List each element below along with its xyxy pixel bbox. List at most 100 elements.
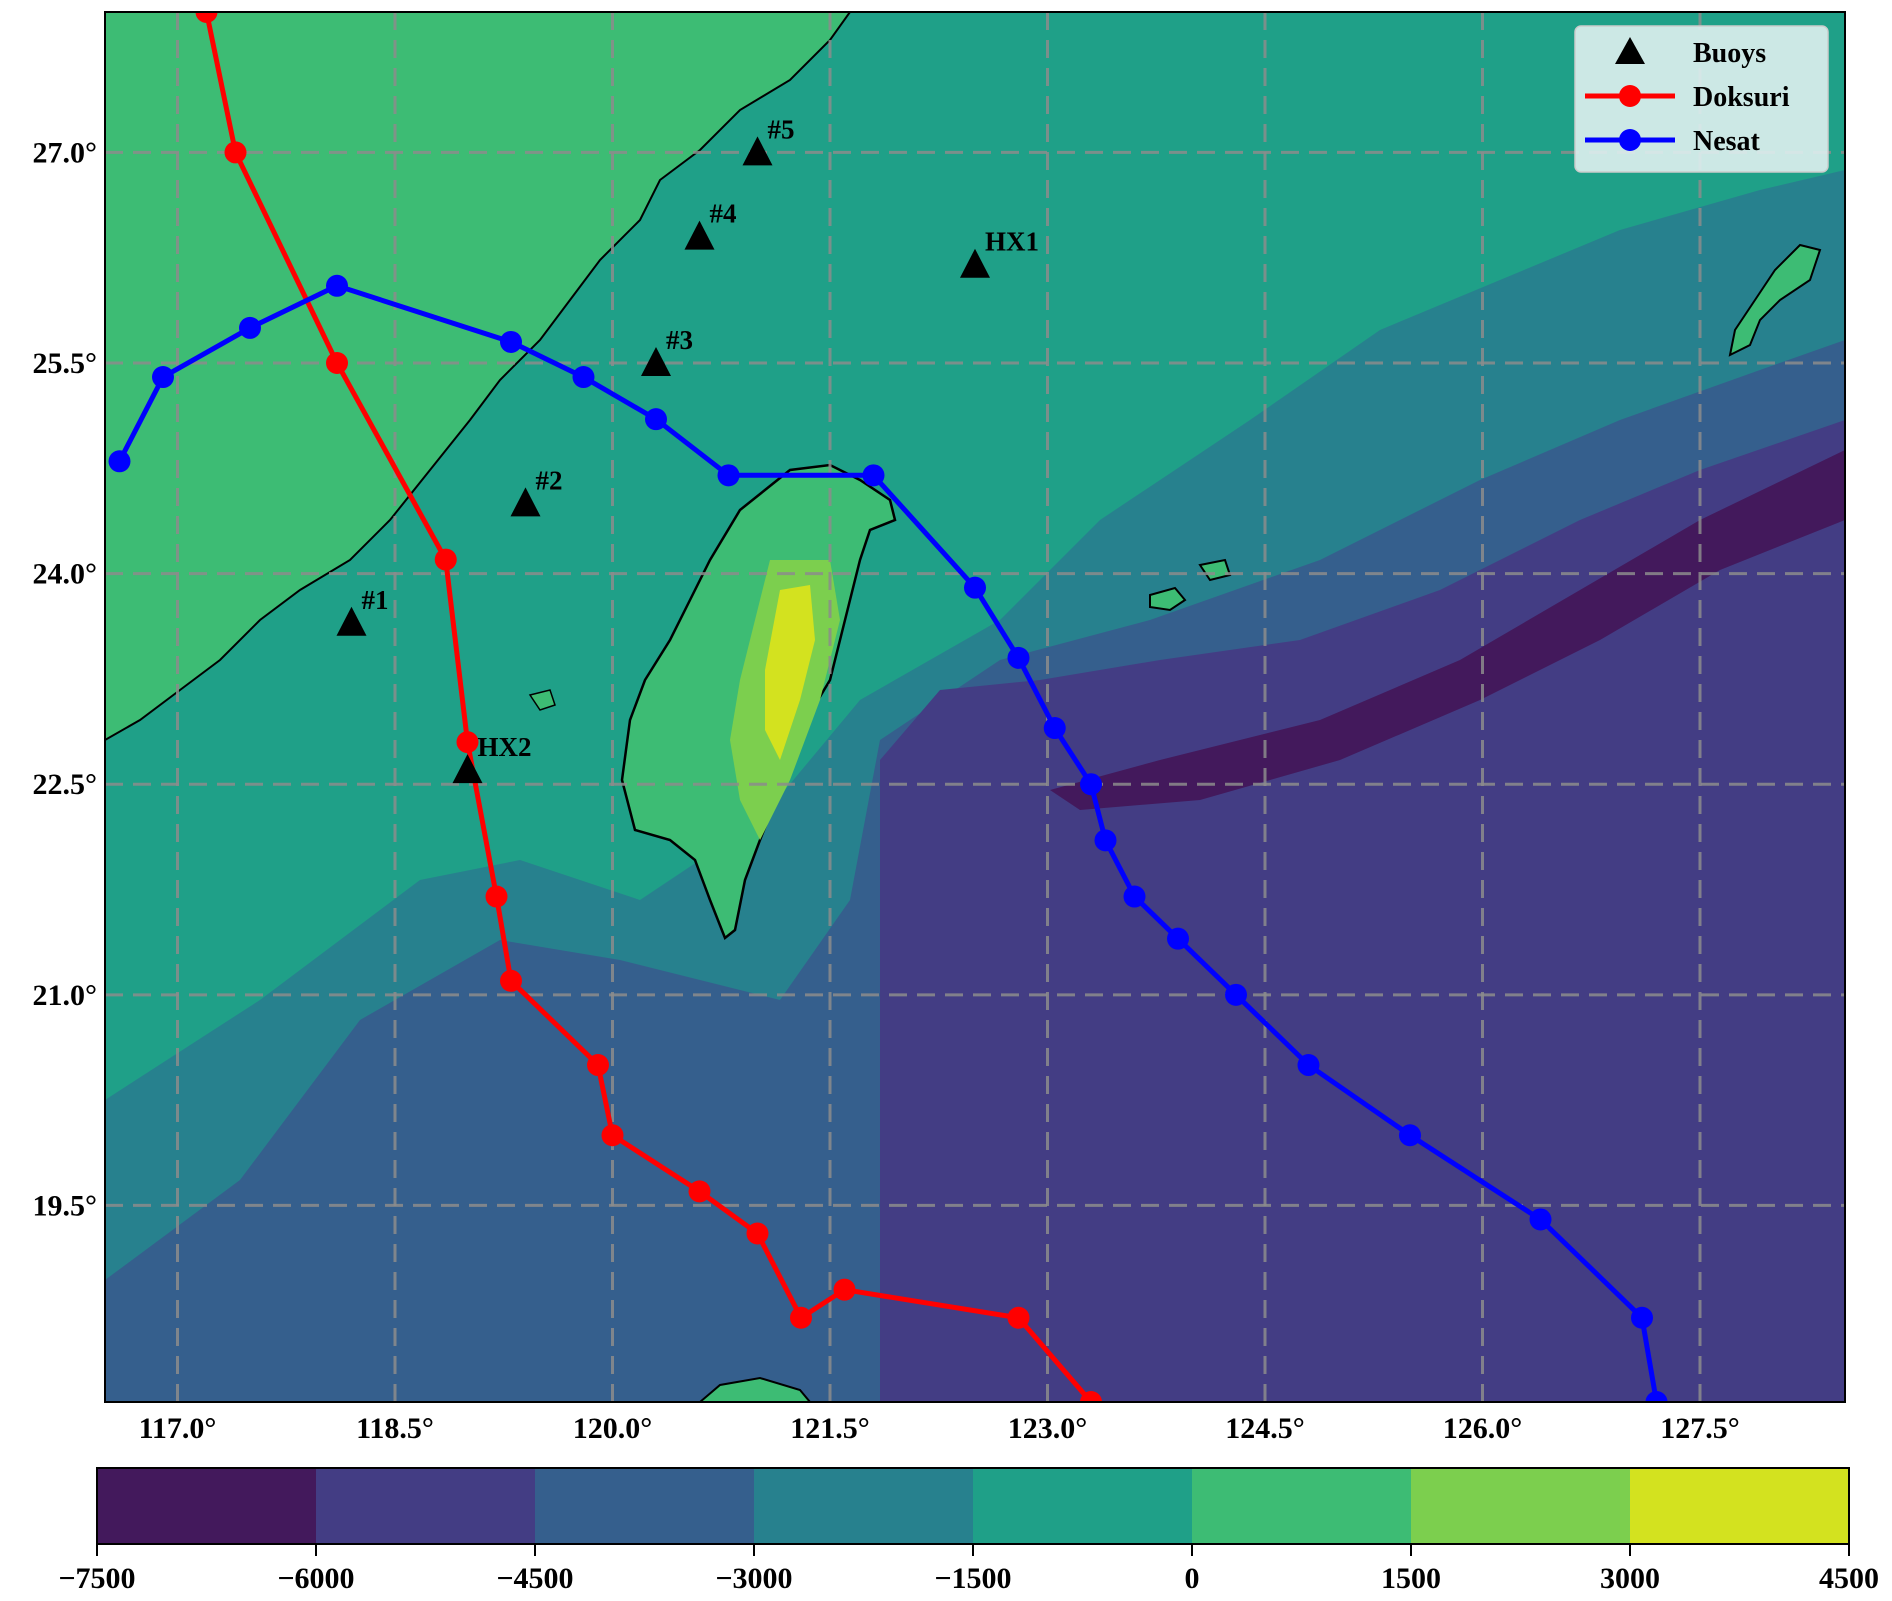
colorbar-tick-label: −7500	[58, 1562, 135, 1595]
lon-tick-label: 123.0°	[1008, 1412, 1088, 1445]
legend-label: Nesat	[1693, 126, 1761, 157]
colorbar-tick-label: 0	[1185, 1562, 1200, 1595]
buoy-marker	[336, 606, 367, 636]
track-point-doksuri	[746, 1222, 769, 1245]
legend: Buoys Doksuri Nesat	[1574, 25, 1829, 173]
colorbar: −7500 −6000 −4500 −3000 −1500 0 1500 3000 4500	[58, 1467, 1879, 1595]
axis-ticks: 117.0° 118.5° 120.0° 121.5° 123.0° 124.5° 126.…	[33, 136, 1740, 1445]
colorbar-cell	[754, 1468, 974, 1544]
penghu-islands	[528, 689, 556, 711]
legend-label: Doksuri	[1693, 82, 1790, 113]
legend-doksuri-marker	[1619, 85, 1641, 107]
track-point-nesat	[500, 330, 522, 353]
track-point-nesat	[1080, 773, 1102, 796]
buoy-marker	[684, 220, 715, 250]
track-point-nesat	[108, 450, 131, 473]
track-point-nesat	[1167, 927, 1189, 950]
track-point-nesat	[1297, 1054, 1320, 1077]
lat-tick-label: 27.0°	[33, 136, 98, 169]
track-point-nesat	[964, 576, 986, 599]
buoy-label: HX2	[478, 732, 532, 762]
luzon-north-island	[698, 1376, 812, 1402]
buoy-marker	[510, 487, 541, 517]
lon-tick-label: 124.5°	[1225, 1412, 1305, 1445]
track-point-doksuri	[326, 352, 348, 375]
taiwan-peaks	[765, 585, 815, 760]
colorbar-tick-label: −3000	[715, 1562, 792, 1595]
ryukyu-trench	[1050, 450, 1845, 810]
abyssal-plain-band	[880, 420, 1845, 1402]
track-point-doksuri	[1080, 1391, 1102, 1402]
buoy-label: #4	[710, 199, 737, 229]
lon-tick-label: 117.0°	[139, 1412, 217, 1445]
track-point-doksuri	[688, 1180, 711, 1203]
colorbar-tick-label: 4500	[1819, 1562, 1879, 1595]
track-point-nesat	[1225, 983, 1247, 1006]
grid-lines	[105, 12, 1845, 1402]
legend-label: Buoys	[1693, 38, 1766, 69]
track-point-nesat	[152, 366, 174, 389]
track-point-doksuri	[790, 1306, 812, 1329]
track-line-nesat	[117, 283, 1659, 1402]
track-point-nesat	[1529, 1208, 1552, 1231]
colorbar-tick-label: 1500	[1381, 1562, 1441, 1595]
buoy-label: #1	[362, 585, 389, 615]
track-point-doksuri	[485, 885, 508, 908]
colorbar-cell	[1192, 1468, 1412, 1544]
buoy-markers: #1 HX2 #2 #3 #4 #5 HX1	[336, 114, 1039, 784]
track-point-nesat	[862, 464, 885, 487]
colorbar-cell	[1411, 1468, 1631, 1544]
track-point-doksuri	[195, 12, 218, 23]
track-point-nesat	[1399, 1124, 1421, 1147]
colorbar-tick-label: −6000	[277, 1562, 354, 1595]
plot-frame	[104, 11, 1846, 1403]
buoy-label: HX1	[985, 227, 1039, 257]
track-point-doksuri	[434, 548, 457, 571]
track-point-nesat	[1631, 1306, 1653, 1329]
colorbar-cell	[97, 1468, 317, 1544]
track-point-nesat	[645, 408, 667, 431]
track-point-nesat	[1123, 885, 1146, 908]
map-plot-area: #1 HX2 #2 #3 #4 #5 HX1	[105, 12, 1845, 1402]
colorbar-tick-label: −4500	[496, 1562, 573, 1595]
track-point-doksuri	[601, 1124, 624, 1147]
track-point-nesat	[1094, 829, 1117, 852]
lat-tick-label: 22.5°	[33, 768, 98, 801]
lon-tick-label: 121.5°	[790, 1412, 870, 1445]
buoy-label: #5	[768, 114, 795, 144]
track-point-nesat	[1043, 717, 1066, 740]
colorbar-cell	[316, 1468, 536, 1544]
lon-tick-label: 127.5°	[1660, 1412, 1740, 1445]
buoy-marker	[960, 248, 990, 278]
colorbar-cell	[1630, 1468, 1850, 1544]
typhoon-tracks	[108, 12, 1668, 1402]
buoy-label: #2	[536, 465, 563, 495]
china-mainland	[105, 12, 852, 742]
okinawa-island	[1728, 243, 1822, 357]
colorbar-tick-label: 3000	[1600, 1562, 1660, 1595]
track-point-doksuri	[500, 969, 522, 992]
lon-tick-label: 118.5°	[356, 1412, 434, 1445]
track-point-doksuri	[456, 731, 479, 754]
track-point-doksuri	[224, 141, 247, 164]
track-point-doksuri	[1007, 1306, 1030, 1329]
track-point-nesat	[239, 316, 261, 339]
lon-tick-label: 126.0°	[1443, 1412, 1523, 1445]
sakishima-island	[1149, 586, 1187, 612]
track-point-doksuri	[587, 1054, 609, 1077]
legend-nesat-marker	[1619, 129, 1641, 151]
buoy-marker	[641, 347, 671, 377]
track-point-doksuri	[833, 1278, 856, 1301]
track-point-nesat	[572, 366, 595, 389]
lat-tick-label: 25.5°	[33, 347, 98, 380]
buoy-marker	[452, 754, 483, 784]
colorbar-tick-label: −1500	[934, 1562, 1011, 1595]
lat-tick-label: 21.0°	[33, 979, 98, 1012]
buoy-label: #3	[666, 325, 693, 355]
track-point-nesat	[326, 274, 348, 297]
colorbar-cell	[973, 1468, 1193, 1544]
track-point-nesat	[1645, 1391, 1668, 1402]
lat-tick-label: 24.0°	[33, 558, 98, 591]
legend-buoy-marker	[1615, 37, 1645, 64]
